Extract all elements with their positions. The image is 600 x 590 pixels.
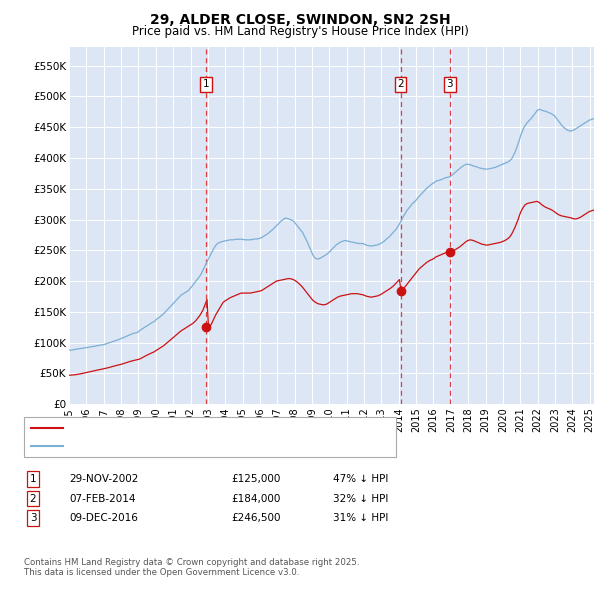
Text: 32% ↓ HPI: 32% ↓ HPI [333,494,388,503]
Text: Price paid vs. HM Land Registry's House Price Index (HPI): Price paid vs. HM Land Registry's House … [131,25,469,38]
Text: 09-DEC-2016: 09-DEC-2016 [69,513,138,523]
Text: 2: 2 [29,494,37,503]
Text: 3: 3 [29,513,37,523]
Text: Contains HM Land Registry data © Crown copyright and database right 2025.
This d: Contains HM Land Registry data © Crown c… [24,558,359,577]
Text: 31% ↓ HPI: 31% ↓ HPI [333,513,388,523]
Text: £184,000: £184,000 [231,494,280,503]
Text: 29-NOV-2002: 29-NOV-2002 [69,474,139,484]
Text: 29, ALDER CLOSE, SWINDON, SN2 2SH: 29, ALDER CLOSE, SWINDON, SN2 2SH [149,13,451,27]
Text: 3: 3 [446,79,453,89]
Text: £125,000: £125,000 [231,474,280,484]
Text: 47% ↓ HPI: 47% ↓ HPI [333,474,388,484]
Text: HPI: Average price, detached house, Swindon: HPI: Average price, detached house, Swin… [66,441,303,451]
Text: £246,500: £246,500 [231,513,281,523]
Text: 1: 1 [29,474,37,484]
Text: 1: 1 [203,79,209,89]
Text: 2: 2 [397,79,404,89]
Text: 29, ALDER CLOSE, SWINDON, SN2 2SH (detached house): 29, ALDER CLOSE, SWINDON, SN2 2SH (detac… [66,424,363,434]
Text: 07-FEB-2014: 07-FEB-2014 [69,494,136,503]
